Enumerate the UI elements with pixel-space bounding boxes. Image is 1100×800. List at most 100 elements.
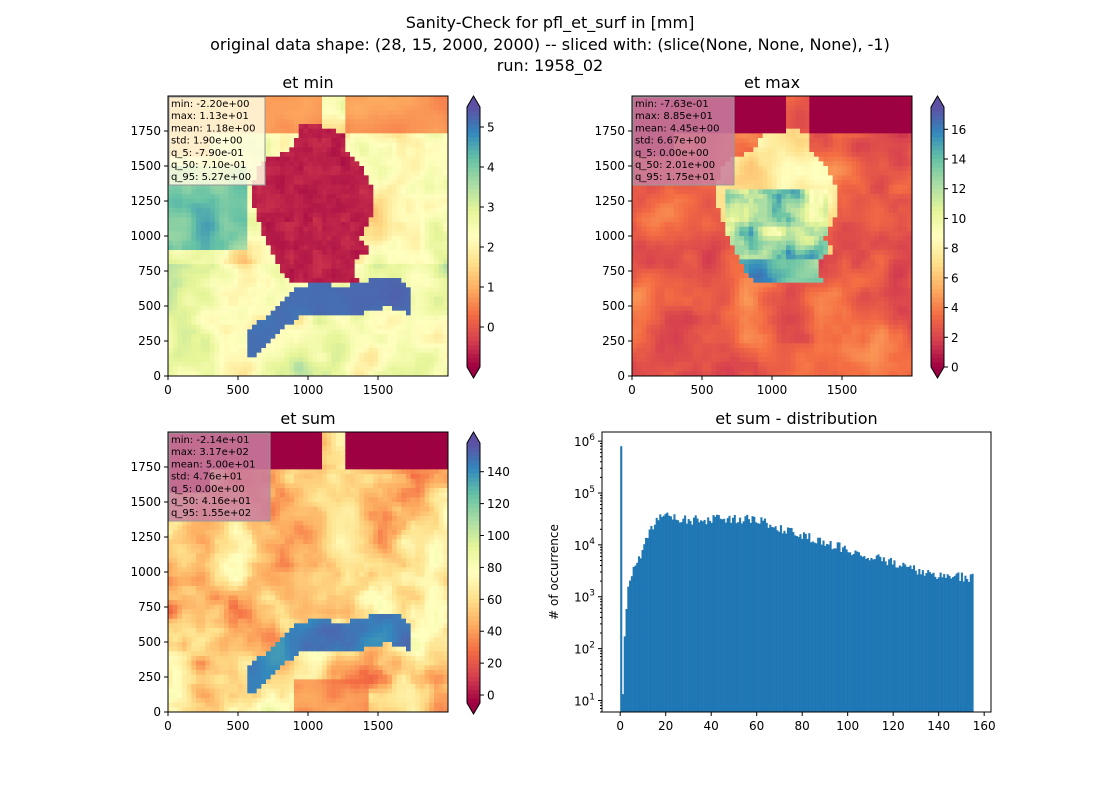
- heatmap-cell: [270, 147, 276, 153]
- heatmap-cell: [434, 194, 440, 200]
- heatmap-cell: [678, 292, 684, 298]
- heatmap-cell: [336, 124, 342, 130]
- heatmap-cell: [378, 287, 384, 293]
- heatmap-cell: [664, 315, 670, 321]
- heatmap-cell: [683, 324, 689, 330]
- heatmap-cell: [706, 282, 712, 288]
- heatmap-cell: [387, 287, 393, 293]
- heatmap-cell: [280, 268, 286, 274]
- heatmap-cell: [632, 301, 638, 307]
- heatmap-cell: [322, 338, 328, 344]
- heatmap-cell: [266, 208, 272, 214]
- heatmap-cell: [219, 306, 225, 312]
- heatmap-cell: [270, 226, 276, 232]
- heatmap-cell: [280, 100, 286, 106]
- heatmap-cell: [669, 320, 675, 326]
- heatmap-cell: [247, 198, 253, 204]
- colorbar-segment: [467, 297, 480, 303]
- heatmap-cell: [270, 324, 276, 330]
- heatmap-cell: [294, 226, 300, 232]
- heatmap-cell: [266, 282, 272, 288]
- heatmap-cell: [373, 296, 379, 302]
- heatmap-cell: [238, 264, 244, 270]
- heatmap-cell: [308, 334, 314, 340]
- heatmap-cell: [331, 166, 337, 172]
- heatmap-cell: [406, 170, 412, 176]
- heatmap-cell: [420, 306, 426, 312]
- heatmap-cell: [660, 296, 666, 302]
- heatmap-cell: [317, 222, 323, 228]
- heatmap-cell: [345, 320, 351, 326]
- y-tick-label: 1250: [130, 194, 161, 208]
- heatmap-cell: [660, 217, 666, 223]
- heatmap-cell: [368, 264, 374, 270]
- heatmap-cell: [702, 194, 708, 200]
- heatmap-cell: [688, 259, 694, 265]
- heatmap-cell: [326, 301, 332, 307]
- heatmap-cell: [261, 198, 267, 204]
- heatmap-cell: [396, 142, 402, 148]
- heatmap-cell: [664, 254, 670, 260]
- heatmap-cell: [228, 315, 234, 321]
- heatmap-cell: [252, 212, 258, 218]
- heatmap-cell: [646, 362, 652, 368]
- heatmap-cell: [322, 362, 328, 368]
- heatmap-cell: [303, 208, 309, 214]
- heatmap-cell: [688, 203, 694, 209]
- heatmap-cell: [443, 278, 449, 284]
- heatmap-cell: [364, 273, 370, 279]
- heatmap-cell: [298, 324, 304, 330]
- heatmap-cell: [308, 208, 314, 214]
- heatmap-cell: [716, 292, 722, 298]
- heatmap-cell: [298, 142, 304, 148]
- heatmap-cell: [702, 301, 708, 307]
- heatmap-cell: [664, 217, 670, 223]
- heatmap-cell: [172, 366, 178, 372]
- heatmap-cell: [312, 245, 318, 251]
- heatmap-cell: [660, 245, 666, 251]
- heatmap-cell: [706, 264, 712, 270]
- heatmap-cell: [364, 226, 370, 232]
- heatmap-cell: [182, 254, 188, 260]
- heatmap-cell: [242, 296, 248, 302]
- heatmap-cell: [716, 362, 722, 368]
- heatmap-cell: [256, 324, 262, 330]
- heatmap-cell: [392, 240, 398, 246]
- heatmap-cell: [350, 268, 356, 274]
- heatmap-cell: [284, 114, 290, 120]
- heatmap-cell: [364, 296, 370, 302]
- heatmap-cell: [420, 236, 426, 242]
- heatmap-cell: [406, 105, 412, 111]
- heatmap-cell: [247, 268, 253, 274]
- heatmap-cell: [214, 320, 220, 326]
- heatmap-cell: [191, 282, 197, 288]
- heatmap-cell: [415, 226, 421, 232]
- heatmap-cell: [322, 189, 328, 195]
- heatmap-cell: [261, 334, 267, 340]
- heatmap-cell: [336, 119, 342, 125]
- heatmap-cell: [641, 362, 647, 368]
- heatmap-cell: [205, 371, 211, 377]
- heatmap-cell: [219, 231, 225, 237]
- heatmap-cell: [303, 170, 309, 176]
- y-tick-label: 1750: [130, 124, 161, 138]
- heatmap-cell: [368, 315, 374, 321]
- heatmap-cell: [294, 147, 300, 153]
- heatmap-cell: [720, 338, 726, 344]
- heatmap-cell: [256, 371, 262, 377]
- heatmap-cell: [373, 166, 379, 172]
- heatmap-cell: [331, 259, 337, 265]
- heatmap-cell: [373, 352, 379, 358]
- heatmap-cell: [270, 231, 276, 237]
- heatmap-cell: [720, 194, 726, 200]
- heatmap-cell: [373, 119, 379, 125]
- heatmap-cell: [392, 147, 398, 153]
- heatmap-cell: [247, 278, 253, 284]
- heatmap-cell: [256, 264, 262, 270]
- heatmap-cell: [182, 343, 188, 349]
- heatmap-cell: [406, 166, 412, 172]
- heatmap-cell: [182, 334, 188, 340]
- heatmap-cell: [420, 301, 426, 307]
- heatmap-cell: [326, 105, 332, 111]
- heatmap-cell: [312, 334, 318, 340]
